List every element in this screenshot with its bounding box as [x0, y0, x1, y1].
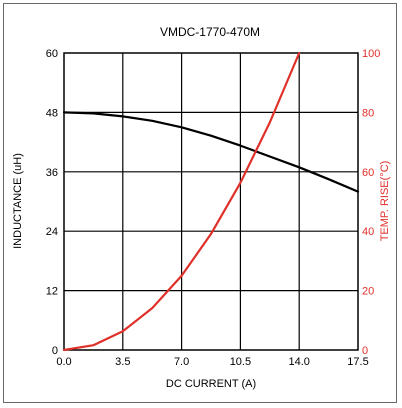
y-right-axis-label: TEMP. RISE(°C): [379, 161, 391, 242]
y-left-tick-label: 0: [52, 345, 58, 357]
y-right-tick-label: 100: [362, 48, 380, 60]
series-group: [62, 51, 360, 352]
y-right-tick-label: 40: [362, 226, 374, 238]
y-left-axis-label: INDUCTANCE (uH): [12, 153, 24, 249]
y-right-tick-label: 60: [362, 167, 374, 179]
y-right-tick-label: 20: [362, 286, 374, 298]
y-right-tick-label: 80: [362, 107, 374, 119]
y-right-tick-label: 0: [362, 345, 368, 357]
x-axis-label: DC CURRENT (A): [166, 378, 256, 390]
y-left-tick-label: 12: [46, 286, 58, 298]
x-tick-label: 3.5: [115, 356, 130, 368]
x-tick-label: 17.5: [347, 356, 368, 368]
y-left-tick-labels: 0 12 24 36 48 60: [46, 48, 58, 357]
x-tick-label: 0.0: [56, 356, 71, 368]
chart-title: VMDC-1770-470M: [160, 25, 260, 39]
inductance-line: [62, 111, 360, 193]
y-left-tick-label: 60: [46, 48, 58, 60]
y-right-tick-labels: 0 20 40 60 80 100: [362, 48, 380, 357]
y-left-tick-label: 48: [46, 107, 58, 119]
x-tick-label: 14.0: [288, 356, 309, 368]
temperature-rise-line: [62, 51, 301, 352]
x-tick-label: 7.0: [174, 356, 189, 368]
grid: [64, 53, 358, 350]
plot-area-border: [63, 52, 359, 351]
x-tick-label: 10.5: [230, 356, 251, 368]
y-left-tick-label: 36: [46, 167, 58, 179]
chart-frame: [3, 3, 397, 403]
x-tick-labels: 0.0 3.5 7.0 10.5 14.0 17.5: [56, 356, 368, 368]
y-left-tick-label: 24: [46, 226, 58, 238]
